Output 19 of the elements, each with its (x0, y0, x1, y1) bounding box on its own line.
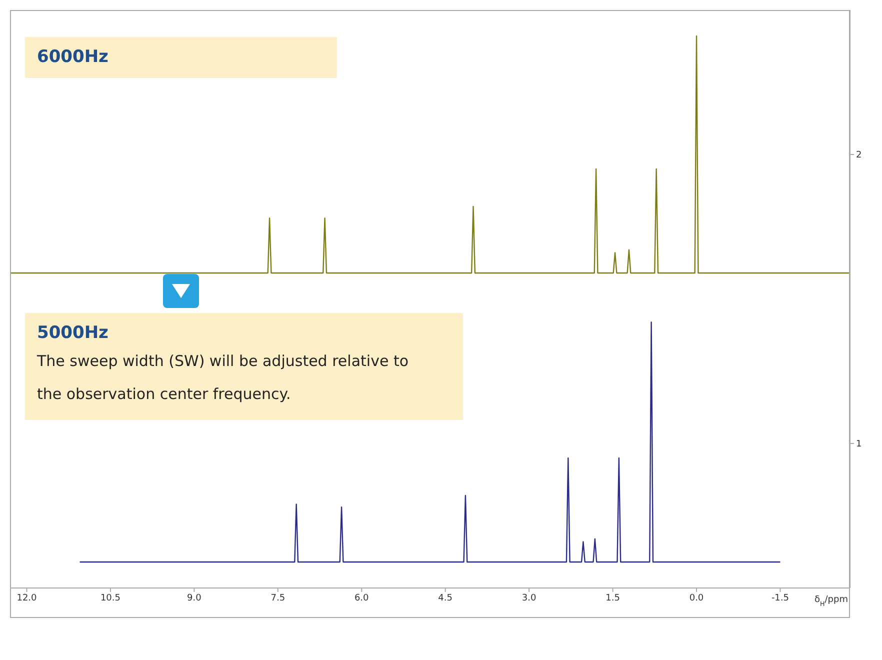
x-tick-label: -1.5 (771, 593, 790, 604)
x-tick-label: 1.5 (606, 593, 620, 604)
x-tick-label: 0.0 (689, 593, 704, 604)
annotation: The sweep width (SW) will be adjusted relative to the observation center frequency. (37, 351, 410, 405)
x-tick-label: 10.5 (100, 593, 120, 604)
x-tick-label: 9.0 (187, 593, 202, 604)
callout-box: 6000Hz (25, 37, 337, 78)
y-tick-label: 2 (856, 150, 862, 161)
x-tick-label: 12.0 (16, 593, 38, 604)
x-tick-label: 7.5 (270, 593, 286, 604)
x-axis-title: δ$_{H}$/ppm (814, 595, 848, 608)
line-series (10, 35, 850, 274)
callout-box: 5000Hz The sweep width (SW) will be adjusted relative to the observation center frequency. (25, 313, 463, 420)
x-tick-label: 4.5 (438, 593, 453, 604)
annotation: 6000Hz (37, 46, 110, 69)
annotation: 5000Hz (37, 322, 110, 345)
x-tick-label: 6.0 (354, 593, 370, 604)
y-tick-label: 1 (856, 440, 862, 450)
x-tick-label: 3.0 (522, 593, 536, 604)
